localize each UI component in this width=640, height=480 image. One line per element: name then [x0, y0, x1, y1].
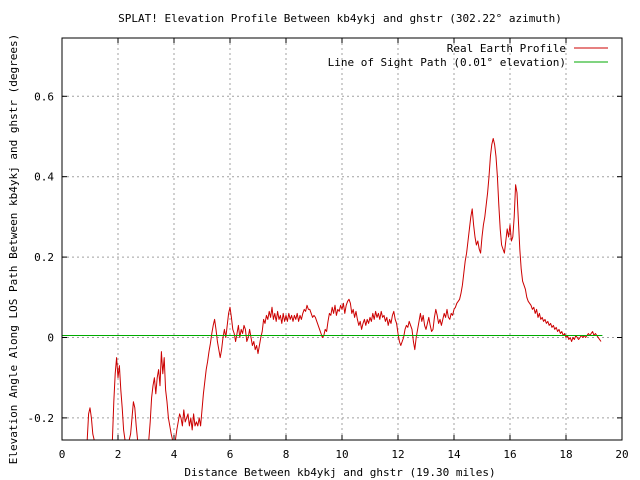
y-tick-label: 0.6 — [34, 90, 54, 103]
x-tick-label: 8 — [283, 448, 290, 461]
series-line-real-earth-profile — [86, 138, 602, 440]
y-tick-label: 0.4 — [34, 171, 54, 184]
x-tick-label: 4 — [171, 448, 178, 461]
legend-label-line-of-sight-path: Line of Sight Path (0.01° elevation) — [328, 56, 566, 69]
x-tick-label: 0 — [59, 448, 66, 461]
axis-ticks: 0 2 4 6 8 10 12 14 16 18 20 -0.2 0 0.2 0.4 0.6 — [28, 38, 629, 461]
x-tick-label: 12 — [391, 448, 404, 461]
x-tick-label: 14 — [447, 448, 461, 461]
x-tick-label: 6 — [227, 448, 234, 461]
x-tick-label: 20 — [615, 448, 628, 461]
series-layer — [62, 138, 603, 440]
x-tick-label: 16 — [503, 448, 516, 461]
y-tick-label: 0.2 — [34, 251, 54, 264]
x-tick-label: 10 — [335, 448, 348, 461]
legend-label-real-earth-profile: Real Earth Profile — [447, 42, 566, 55]
x-tick-label: 18 — [559, 448, 572, 461]
y-tick-label: -0.2 — [28, 412, 55, 425]
y-tick-label: 0 — [47, 331, 54, 344]
y-axis-label: Elevation Angle Along LOS Path Between k… — [7, 34, 20, 464]
chart-title: SPLAT! Elevation Profile Between kb4ykj … — [118, 12, 562, 25]
legend: Real Earth Profile Line of Sight Path (0… — [328, 42, 608, 69]
grid-lines — [62, 38, 622, 440]
x-tick-label: 2 — [115, 448, 122, 461]
x-axis-label: Distance Between kb4ykj and ghstr (19.30… — [184, 466, 495, 479]
